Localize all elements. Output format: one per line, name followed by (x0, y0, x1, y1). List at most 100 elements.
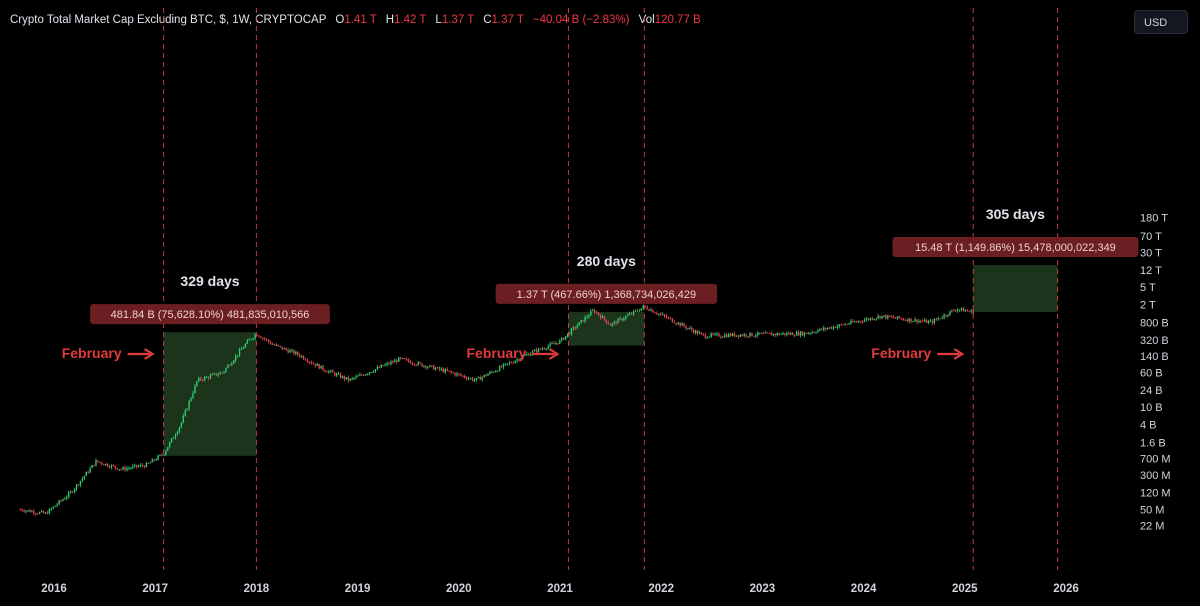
candle-body (574, 327, 577, 329)
candle-body (524, 354, 526, 356)
candle-body (285, 348, 287, 350)
chart-header: Crypto Total Market Cap Excluding BTC, $… (10, 14, 701, 26)
candle-body (904, 319, 906, 321)
candle-body (64, 498, 66, 500)
candle-body (351, 378, 353, 380)
candle-body (811, 332, 813, 334)
candle-body (172, 437, 175, 439)
candle-body (890, 316, 893, 318)
candle-body (238, 349, 241, 356)
candle-body (139, 464, 142, 467)
x-tick-label: 2020 (446, 583, 472, 595)
candle-body (656, 313, 658, 315)
candle-body (31, 511, 33, 513)
candle-body (522, 355, 524, 359)
candle-body (879, 315, 881, 319)
vol-value: 120.77 B (654, 14, 701, 26)
candle-body (442, 368, 445, 373)
candle-body (590, 311, 592, 316)
candle-body (665, 316, 668, 318)
x-tick-label: 2026 (1053, 583, 1079, 595)
candle-body (623, 318, 625, 321)
candle-body (760, 333, 763, 335)
candle-body (394, 360, 396, 363)
x-tick-label: 2023 (750, 583, 776, 595)
candle-body (826, 328, 829, 330)
candle-body (865, 318, 868, 320)
candle-body (452, 372, 454, 374)
candle-body (671, 318, 674, 323)
candle-body (792, 332, 794, 336)
candle-body (770, 333, 773, 336)
candle-body (716, 333, 718, 335)
candle-body (729, 334, 732, 337)
candle-body (601, 316, 604, 319)
candle-body (561, 337, 563, 341)
candle-body (258, 335, 260, 337)
candle-body (506, 363, 509, 365)
candle-body (38, 512, 41, 514)
currency-button[interactable]: USD (1134, 10, 1188, 34)
x-tick-label: 2019 (345, 583, 371, 595)
candle-body (396, 360, 398, 362)
candle-body (211, 374, 214, 376)
candle-body (708, 336, 710, 338)
candle-body (349, 378, 351, 381)
candle-body (291, 350, 293, 352)
candle-body (677, 322, 679, 324)
candle-body (669, 317, 672, 319)
candle-body (859, 320, 862, 322)
candle-body (355, 376, 357, 378)
candle-body (384, 364, 386, 366)
time-axis: 2016 2017 2018 2019 2020 2021 2022 2023 2024 2025… (41, 583, 1079, 595)
candle-body (797, 332, 800, 336)
candle-body (580, 320, 582, 323)
candle-body (968, 310, 971, 312)
candle-body (254, 334, 256, 339)
candle-body (60, 500, 62, 502)
candle-body (803, 332, 806, 336)
candle-body (939, 318, 941, 320)
candle-body (299, 354, 301, 357)
candle-body (297, 351, 299, 355)
candle-body (755, 335, 757, 337)
candle-body (927, 321, 930, 324)
candle-body (902, 318, 905, 320)
candle-body (227, 365, 229, 369)
range-box-2 (568, 311, 645, 346)
candle-body (122, 467, 124, 470)
measure-label-1: 481.84 B (75,628.10%) 481,835,010,566 (111, 309, 310, 321)
candle-body (155, 459, 157, 461)
candle-body (118, 469, 120, 471)
candle-body (231, 363, 233, 366)
candle-body (475, 378, 478, 380)
arrow-head-icon (548, 348, 560, 360)
candle-body (104, 463, 107, 466)
candle-body (520, 358, 522, 361)
candle-body (706, 337, 709, 339)
candle-body (68, 492, 70, 497)
candle-body (937, 318, 939, 320)
candle-body (97, 460, 99, 462)
candle-body (48, 508, 51, 514)
candle-body (766, 332, 769, 334)
candle-body (568, 333, 571, 335)
duration-label-1: 329 days (180, 273, 239, 289)
x-tick-label: 2025 (952, 583, 978, 595)
y-tick-label: 24 B (1140, 385, 1163, 397)
candle-body (339, 373, 342, 378)
candle-body (308, 361, 311, 363)
candle-body (473, 379, 476, 381)
candle-body (93, 465, 95, 467)
candle-body (749, 332, 751, 337)
candle-body (130, 467, 132, 469)
y-tick-label: 22 M (1140, 520, 1164, 532)
candle-body (964, 310, 967, 312)
candle-body (178, 427, 181, 432)
candle-body (357, 375, 359, 377)
candle-body (933, 319, 936, 324)
candle-body (844, 324, 846, 326)
y-tick-label: 300 M (1140, 470, 1171, 482)
change-value: −40.04 B (−2.83%) (532, 14, 630, 26)
candle-body (487, 374, 489, 376)
